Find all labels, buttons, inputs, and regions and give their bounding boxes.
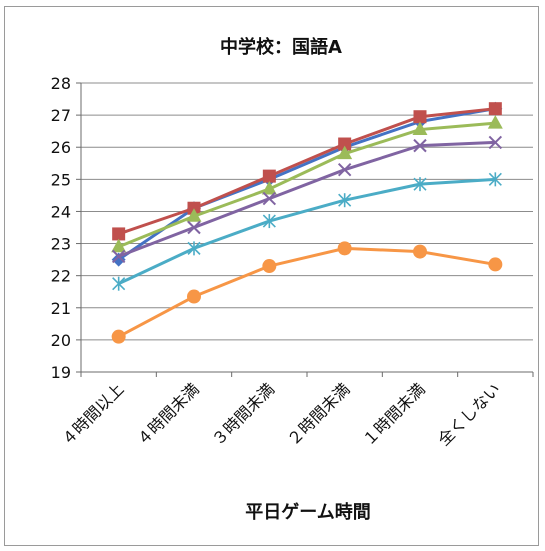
data-point — [262, 169, 276, 183]
x-tick-label: ４時間未満 — [133, 379, 203, 449]
series-6 — [111, 241, 503, 344]
x-axis-tick-labels: ４時間以上 ４時間未満 ３時間未満 ２時間未満 １時間未満 全くしない — [57, 379, 504, 449]
series-line — [117, 107, 496, 261]
data-point — [111, 329, 126, 344]
marker-stroke — [262, 191, 277, 206]
x-tick-label: ４時間以上 — [57, 379, 127, 449]
y-tick-label: 26 — [51, 138, 71, 157]
data-point — [337, 145, 353, 160]
series-line — [118, 177, 496, 286]
data-point — [187, 201, 201, 215]
data-point — [262, 191, 277, 206]
marker-stroke — [187, 220, 201, 235]
data-point — [187, 241, 201, 256]
x-axis-title: 平日ゲーム時間 — [245, 501, 370, 523]
y-tick-label: 25 — [51, 170, 71, 189]
data-point — [111, 238, 127, 253]
chart-title: 中学校：国語A — [220, 36, 342, 58]
marker-stroke — [337, 162, 352, 177]
marker-stroke — [488, 135, 503, 150]
data-point — [187, 289, 201, 304]
y-tick-label: 21 — [51, 299, 71, 318]
data-point — [112, 276, 126, 291]
data-point — [338, 137, 352, 151]
data-point — [488, 102, 502, 116]
data-point — [487, 115, 503, 129]
data-point — [488, 172, 502, 187]
axes — [76, 82, 534, 377]
data-point — [186, 208, 202, 222]
x-tick-label: ３時間未満 — [208, 379, 278, 449]
y-tick-label: 19 — [51, 363, 71, 382]
marker-stroke — [413, 138, 427, 153]
data-point — [261, 180, 277, 195]
series-line — [117, 246, 496, 339]
data-point — [262, 259, 277, 274]
series-4 — [111, 135, 503, 264]
y-tick-label: 23 — [51, 235, 71, 254]
marker-stroke — [111, 249, 126, 264]
data-point — [111, 249, 126, 264]
y-tick-label: 22 — [51, 267, 71, 286]
series-lines — [111, 101, 503, 344]
data-point — [338, 193, 352, 208]
series-3 — [111, 115, 503, 253]
data-point — [262, 214, 276, 229]
series-line — [118, 121, 496, 249]
data-point — [488, 135, 503, 150]
data-point — [413, 138, 427, 153]
data-point — [413, 244, 427, 259]
data-point — [337, 241, 352, 256]
data-point — [413, 110, 427, 124]
y-tick-label: 20 — [51, 331, 71, 350]
data-point — [488, 257, 503, 272]
y-tick-label: 24 — [51, 202, 71, 221]
y-tick-label: 28 — [51, 74, 71, 93]
data-point — [187, 220, 201, 235]
series-2 — [112, 102, 502, 241]
x-tick-label: 全くしない — [434, 379, 504, 449]
x-tick-label: ２時間未満 — [283, 379, 353, 449]
line-chart: 中学校：国語A 19 20 21 22 23 24 25 26 27 28 ４時間以上 ４時間未満 ３… — [51, 36, 534, 523]
y-tick-label: 27 — [51, 106, 71, 125]
data-point — [337, 162, 352, 177]
chart-frame: 中学校：国語A 19 20 21 22 23 24 25 26 27 28 ４時間以上 ４時間未満 ３… — [4, 6, 539, 546]
series-5 — [112, 172, 502, 291]
y-axis-tick-labels: 19 20 21 22 23 24 25 26 27 28 — [51, 74, 71, 382]
x-tick-label: １時間未満 — [359, 379, 429, 449]
data-point — [413, 177, 427, 192]
data-point — [412, 121, 428, 136]
series-line — [118, 140, 496, 258]
series-line — [118, 107, 496, 236]
data-point — [112, 227, 126, 241]
